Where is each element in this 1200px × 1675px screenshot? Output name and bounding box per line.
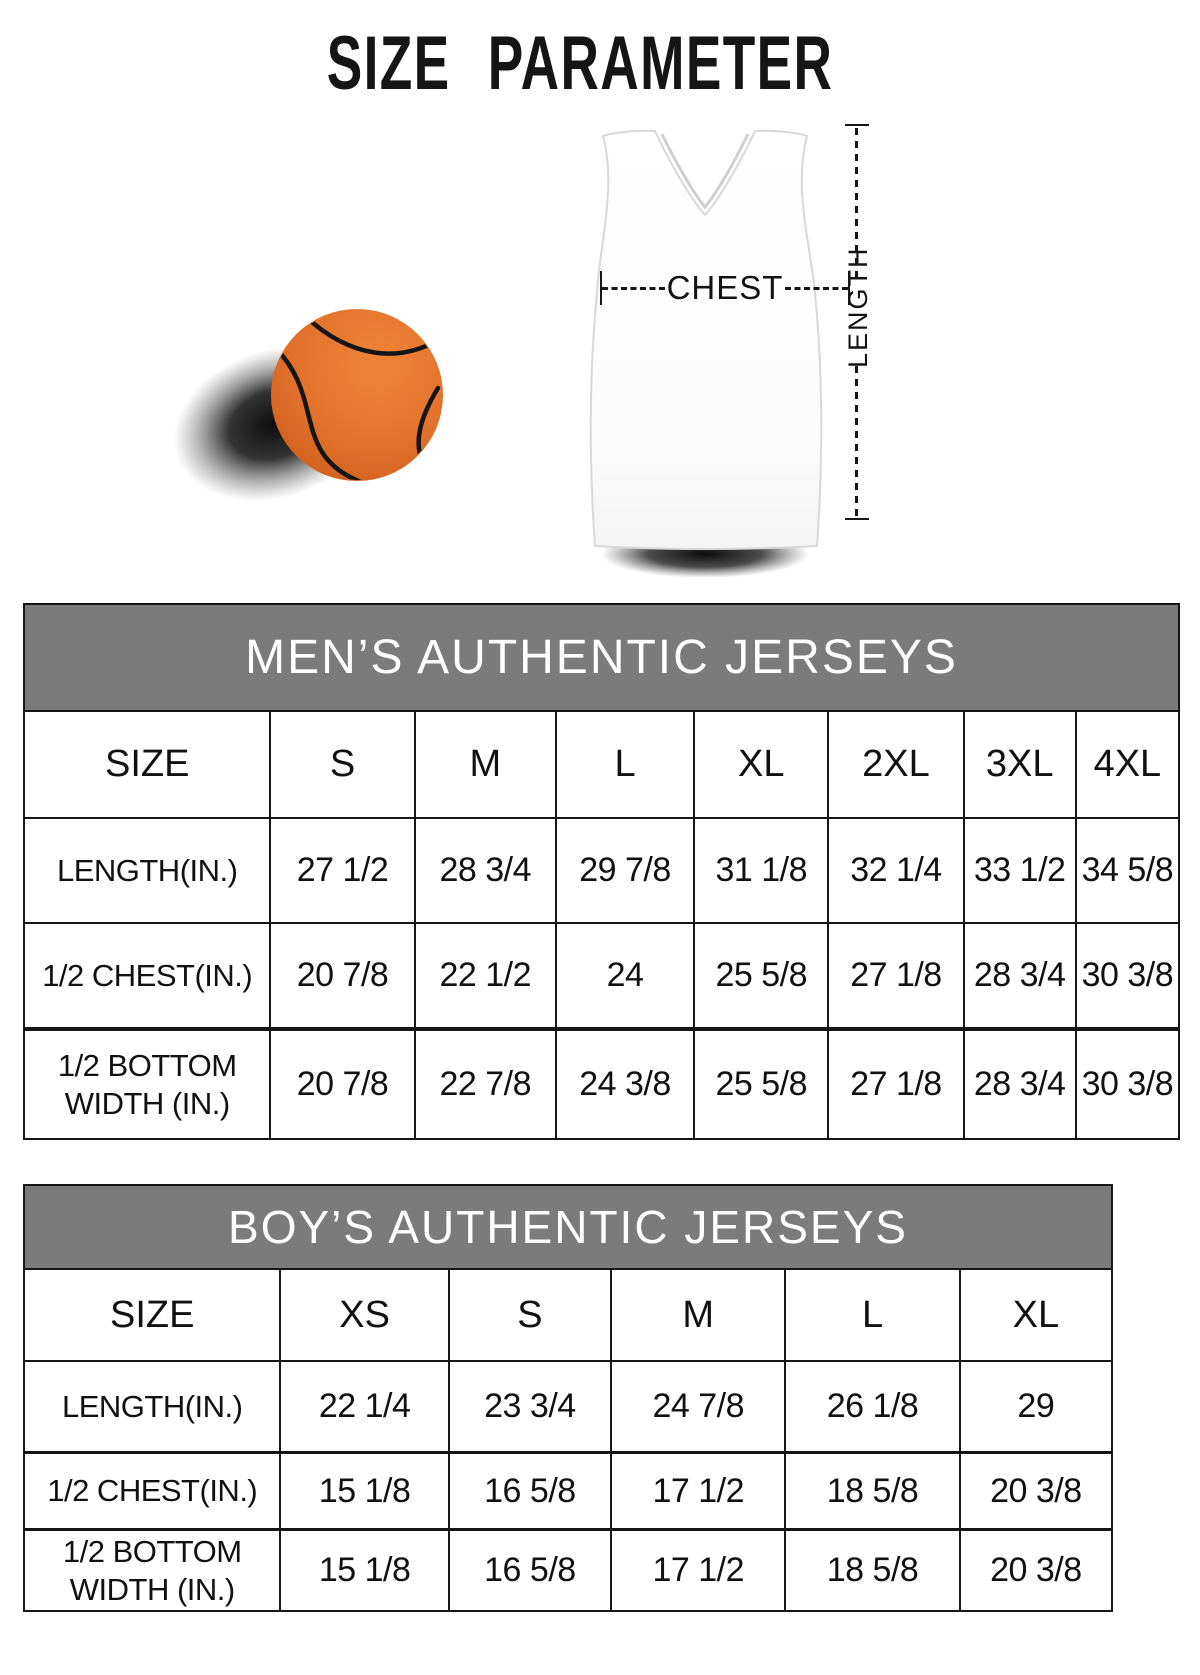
length-measure-line: LENGTH	[838, 124, 878, 520]
boys-col-size: SIZE	[22, 1268, 282, 1362]
cell: 20 3/8	[958, 1451, 1114, 1531]
boys-col-xs: XS	[279, 1268, 450, 1362]
boys-length-row: LENGTH(IN.) 22 1/4 23 3/4 24 7/8 26 1/8 …	[22, 1360, 1114, 1454]
row-label: LENGTH(IN.)	[22, 1360, 282, 1454]
cell: 22 7/8	[413, 1027, 557, 1140]
length-dash-bottom	[855, 366, 858, 516]
mens-bottom-width-row: 1/2 BOTTOM WIDTH (IN.) 20 7/8 22 7/8 24 …	[22, 1027, 1181, 1140]
cell: 28 3/4	[962, 922, 1077, 1030]
row-label: 1/2 CHEST(IN.)	[22, 922, 272, 1030]
length-top-tick	[845, 124, 869, 126]
cell: 23 3/4	[447, 1360, 613, 1454]
cell: 33 1/2	[962, 817, 1077, 924]
chest-label: CHEST	[666, 269, 784, 306]
cell: 25 5/8	[693, 922, 830, 1030]
cell: 22 1/4	[279, 1360, 450, 1454]
cell: 22 1/2	[413, 922, 557, 1030]
cell: 25 5/8	[693, 1027, 830, 1140]
mens-col-s: S	[269, 710, 416, 819]
mens-header-row: SIZE S M L XL 2XL 3XL 4XL	[22, 710, 1181, 819]
cell: 16 5/8	[447, 1528, 613, 1612]
length-bottom-tick	[845, 518, 869, 520]
boys-bottom-width-row: 1/2 BOTTOM WIDTH (IN.) 15 1/8 16 5/8 17 …	[22, 1528, 1114, 1612]
cell: 20 3/8	[958, 1528, 1114, 1612]
cell: 15 1/8	[279, 1451, 450, 1531]
cell: 30 3/8	[1074, 922, 1181, 1030]
page-title: SIZE PARAMETER	[326, 21, 834, 106]
cell: 20 7/8	[269, 1027, 416, 1140]
cell: 15 1/8	[279, 1528, 450, 1612]
boys-table-title: BOY’S AUTHENTIC JERSEYS	[228, 1201, 908, 1253]
mens-col-size: SIZE	[22, 710, 272, 819]
row-label: 1/2 BOTTOM WIDTH (IN.)	[22, 1528, 282, 1612]
cell: 24 3/8	[554, 1027, 696, 1140]
cell: 17 1/2	[610, 1451, 787, 1531]
basketball	[271, 309, 443, 481]
chest-measure-line: CHEST	[600, 269, 850, 306]
boys-col-m: M	[610, 1268, 787, 1362]
mens-col-xl: XL	[693, 710, 830, 819]
cell: 16 5/8	[447, 1451, 613, 1531]
mens-size-table: MEN’S AUTHENTIC JERSEYS SIZE S M L XL 2X…	[22, 603, 1181, 1140]
row-label: 1/2 CHEST(IN.)	[22, 1451, 282, 1531]
mens-table-title: MEN’S AUTHENTIC JERSEYS	[245, 631, 958, 684]
cell: 17 1/2	[610, 1528, 787, 1612]
boys-size-table: BOY’S AUTHENTIC JERSEYS SIZE XS S M L XL…	[22, 1184, 1114, 1612]
mens-table: SIZE S M L XL 2XL 3XL 4XL LENGTH(IN.) 27…	[22, 710, 1181, 1140]
row-label: LENGTH(IN.)	[22, 817, 272, 924]
chest-right-tick	[848, 271, 850, 305]
boys-table-title-band: BOY’S AUTHENTIC JERSEYS	[23, 1184, 1113, 1268]
cell: 18 5/8	[784, 1528, 961, 1612]
cell: 29 7/8	[554, 817, 696, 924]
boys-col-xl: XL	[958, 1268, 1114, 1362]
jersey-collar	[660, 133, 750, 210]
mens-chest-row: 1/2 CHEST(IN.) 20 7/8 22 1/2 24 25 5/8 2…	[22, 922, 1181, 1030]
length-label: LENGTH	[843, 246, 873, 368]
cell: 26 1/8	[784, 1360, 961, 1454]
chest-dash-left	[602, 286, 665, 290]
cell: 27 1/8	[827, 922, 965, 1030]
cell: 18 5/8	[784, 1451, 961, 1531]
cell: 24 7/8	[610, 1360, 787, 1454]
cell: 29	[958, 1360, 1114, 1454]
cell: 27 1/2	[269, 817, 416, 924]
chest-dash-right	[785, 286, 848, 290]
boys-chest-row: 1/2 CHEST(IN.) 15 1/8 16 5/8 17 1/2 18 5…	[22, 1451, 1114, 1531]
cell: 34 5/8	[1074, 817, 1181, 924]
boys-col-l: L	[784, 1268, 961, 1362]
mens-col-l: L	[554, 710, 696, 819]
boys-col-s: S	[447, 1268, 613, 1362]
cell: 28 3/4	[962, 1027, 1077, 1140]
row-label: 1/2 BOTTOM WIDTH (IN.)	[22, 1027, 272, 1140]
cell: 28 3/4	[413, 817, 557, 924]
basketball-illustration	[175, 309, 443, 502]
cell: 31 1/8	[693, 817, 830, 924]
mens-col-3xl: 3XL	[962, 710, 1077, 819]
boys-header-row: SIZE XS S M L XL	[22, 1268, 1114, 1362]
cell: 20 7/8	[269, 922, 416, 1030]
mens-length-row: LENGTH(IN.) 27 1/2 28 3/4 29 7/8 31 1/8 …	[22, 817, 1181, 924]
mens-col-2xl: 2XL	[827, 710, 965, 819]
boys-table: SIZE XS S M L XL LENGTH(IN.) 22 1/4 23 3…	[22, 1268, 1114, 1612]
chest-left-tick	[600, 271, 602, 305]
cell: 32 1/4	[827, 817, 965, 924]
mens-col-m: M	[413, 710, 557, 819]
mens-col-4xl: 4XL	[1074, 710, 1181, 819]
jersey-illustration	[589, 129, 823, 578]
cell: 27 1/8	[827, 1027, 965, 1140]
jersey-body	[589, 129, 823, 550]
length-dash-top	[855, 128, 858, 278]
cell: 24	[554, 922, 696, 1030]
cell: 30 3/8	[1074, 1027, 1181, 1140]
mens-table-title-band: MEN’S AUTHENTIC JERSEYS	[23, 603, 1180, 710]
